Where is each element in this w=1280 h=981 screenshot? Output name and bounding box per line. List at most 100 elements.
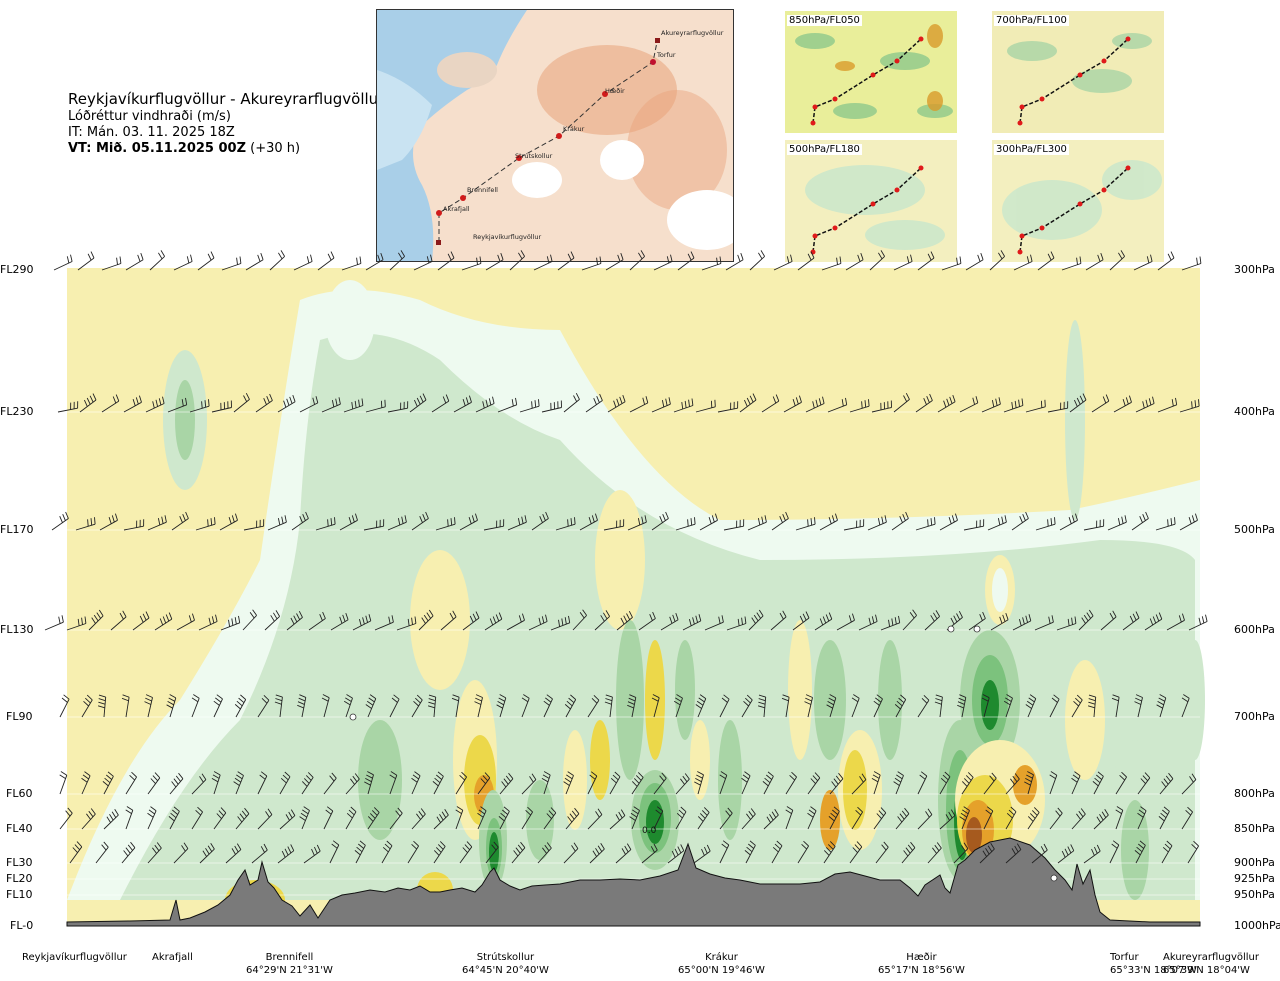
- map-label-strutskollur: Strútskollur: [515, 152, 553, 160]
- wind-barb: [81, 808, 96, 830]
- pressure-tick-label: 925hPa: [1234, 872, 1275, 885]
- calm-wind-marker: [973, 625, 981, 633]
- location-brennifell: Brennifell 64°29'N 21°31'W: [246, 951, 333, 977]
- wind-barb: [462, 611, 480, 631]
- wind-barb: [1131, 511, 1149, 531]
- wind-barb: [1093, 808, 1109, 830]
- wind-barb: [411, 771, 421, 795]
- wind-barb: [603, 519, 625, 531]
- map-marker-haedir[interactable]: [602, 91, 608, 97]
- location-strutskollur: Strútskollur 64°45'N 20°40'W: [462, 951, 549, 977]
- wind-barb: [867, 515, 887, 531]
- wind-barb: [771, 511, 789, 531]
- wind-barb: [1003, 398, 1024, 413]
- wind-barb: [1085, 252, 1104, 271]
- wind-barb: [1083, 844, 1101, 864]
- location-name: Hæðir: [906, 952, 937, 963]
- wind-barb: [1005, 773, 1020, 795]
- minimap-500[interactable]: 500hPa/FL180: [785, 140, 957, 262]
- location-name: Torfur: [1110, 952, 1139, 963]
- wind-barb: [101, 256, 122, 271]
- wind-barb: [781, 694, 790, 718]
- wind-barb: [299, 396, 319, 413]
- wind-barb: [607, 394, 626, 413]
- wind-barb: [814, 612, 833, 631]
- wind-barb: [169, 772, 184, 795]
- wind-barb: [585, 393, 603, 413]
- wind-barb: [387, 515, 407, 531]
- wind-barb: [616, 610, 633, 631]
- wind-barb: [1025, 694, 1037, 718]
- minimap-850[interactable]: 850hPa/FL050: [785, 11, 957, 133]
- calm-wind-marker: [947, 625, 955, 633]
- map-marker-krakur[interactable]: [556, 133, 562, 139]
- wind-barb: [197, 251, 215, 271]
- wind-barb: [1005, 806, 1017, 830]
- map-marker-strutskollur[interactable]: [516, 155, 522, 161]
- wind-barb: [1092, 771, 1104, 795]
- wind-barb: [917, 694, 930, 718]
- location-haedir: Hæðir 65°17'N 18°56'W: [878, 951, 965, 977]
- wind-barb: [474, 694, 483, 718]
- wind-barb: [615, 843, 632, 864]
- wind-barb: [485, 252, 504, 271]
- wind-barb: [432, 771, 444, 795]
- wind-barb: [717, 401, 739, 413]
- wind-barb: [485, 841, 499, 864]
- wind-barb: [627, 694, 637, 718]
- wind-barb: [199, 842, 215, 864]
- field-contour: [358, 720, 402, 840]
- wind-barb: [749, 250, 765, 271]
- wind-barb: [145, 396, 165, 413]
- wind-barb: [983, 772, 997, 795]
- wind-barb: [497, 397, 518, 413]
- field-contour: [814, 640, 846, 760]
- wind-barb: [1134, 840, 1146, 864]
- map-marker-torfur[interactable]: [650, 59, 656, 65]
- wind-barb: [1109, 840, 1120, 864]
- wind-barb: [797, 251, 815, 271]
- wind-barb: [125, 806, 134, 830]
- wind-barb: [435, 517, 456, 531]
- map-label-brennifell: Brennifell: [467, 186, 498, 194]
- map-marker-reykjavik[interactable]: [436, 240, 441, 245]
- wind-barb: [51, 511, 69, 531]
- minimap-300-label: 300hPa/FL300: [994, 144, 1069, 155]
- wind-barb: [849, 841, 863, 864]
- wind-barb: [147, 515, 167, 531]
- wind-barb: [1135, 396, 1155, 413]
- map-marker-brennifell[interactable]: [460, 195, 466, 201]
- wind-barb: [176, 613, 195, 631]
- wind-barb: [101, 394, 120, 413]
- minimap-700[interactable]: 700hPa/FL100: [992, 11, 1164, 133]
- fl-tick-label: FL60: [6, 787, 33, 800]
- pressure-tick-label: 500hPa: [1234, 523, 1275, 536]
- wind-barb: [433, 808, 449, 830]
- wind-barb: [989, 250, 1005, 271]
- wind-barb: [587, 771, 598, 795]
- map-marker-akureyri[interactable]: [655, 38, 660, 43]
- wind-barb: [675, 806, 687, 830]
- wind-barb: [1061, 256, 1082, 271]
- wind-barb: [901, 841, 916, 864]
- wind-barb: [629, 806, 640, 830]
- wind-barb: [1071, 808, 1086, 830]
- fl-tick-label: FL90: [6, 710, 33, 723]
- wind-barb: [59, 694, 70, 718]
- location-name: Strútskollur: [476, 952, 535, 963]
- wind-barb: [1047, 401, 1069, 413]
- pressure-tick-label: 800hPa: [1234, 787, 1275, 800]
- wind-barb: [1181, 694, 1190, 718]
- wind-barb: [219, 513, 238, 531]
- wind-barb: [1181, 773, 1197, 795]
- wind-barb: [245, 252, 264, 271]
- wind-barb: [1115, 771, 1127, 795]
- wind-barb: [519, 399, 540, 413]
- map-marker-akrafjall[interactable]: [436, 210, 442, 216]
- location-akureyri: Akureyrarflugvöllur 65°39'N 18°04'W: [1163, 951, 1259, 977]
- wind-barb: [543, 694, 553, 718]
- wind-barb: [875, 841, 889, 864]
- minimap-300[interactable]: 300hPa/FL300: [992, 140, 1164, 262]
- field-contour: [616, 620, 644, 780]
- wind-barb: [191, 773, 207, 795]
